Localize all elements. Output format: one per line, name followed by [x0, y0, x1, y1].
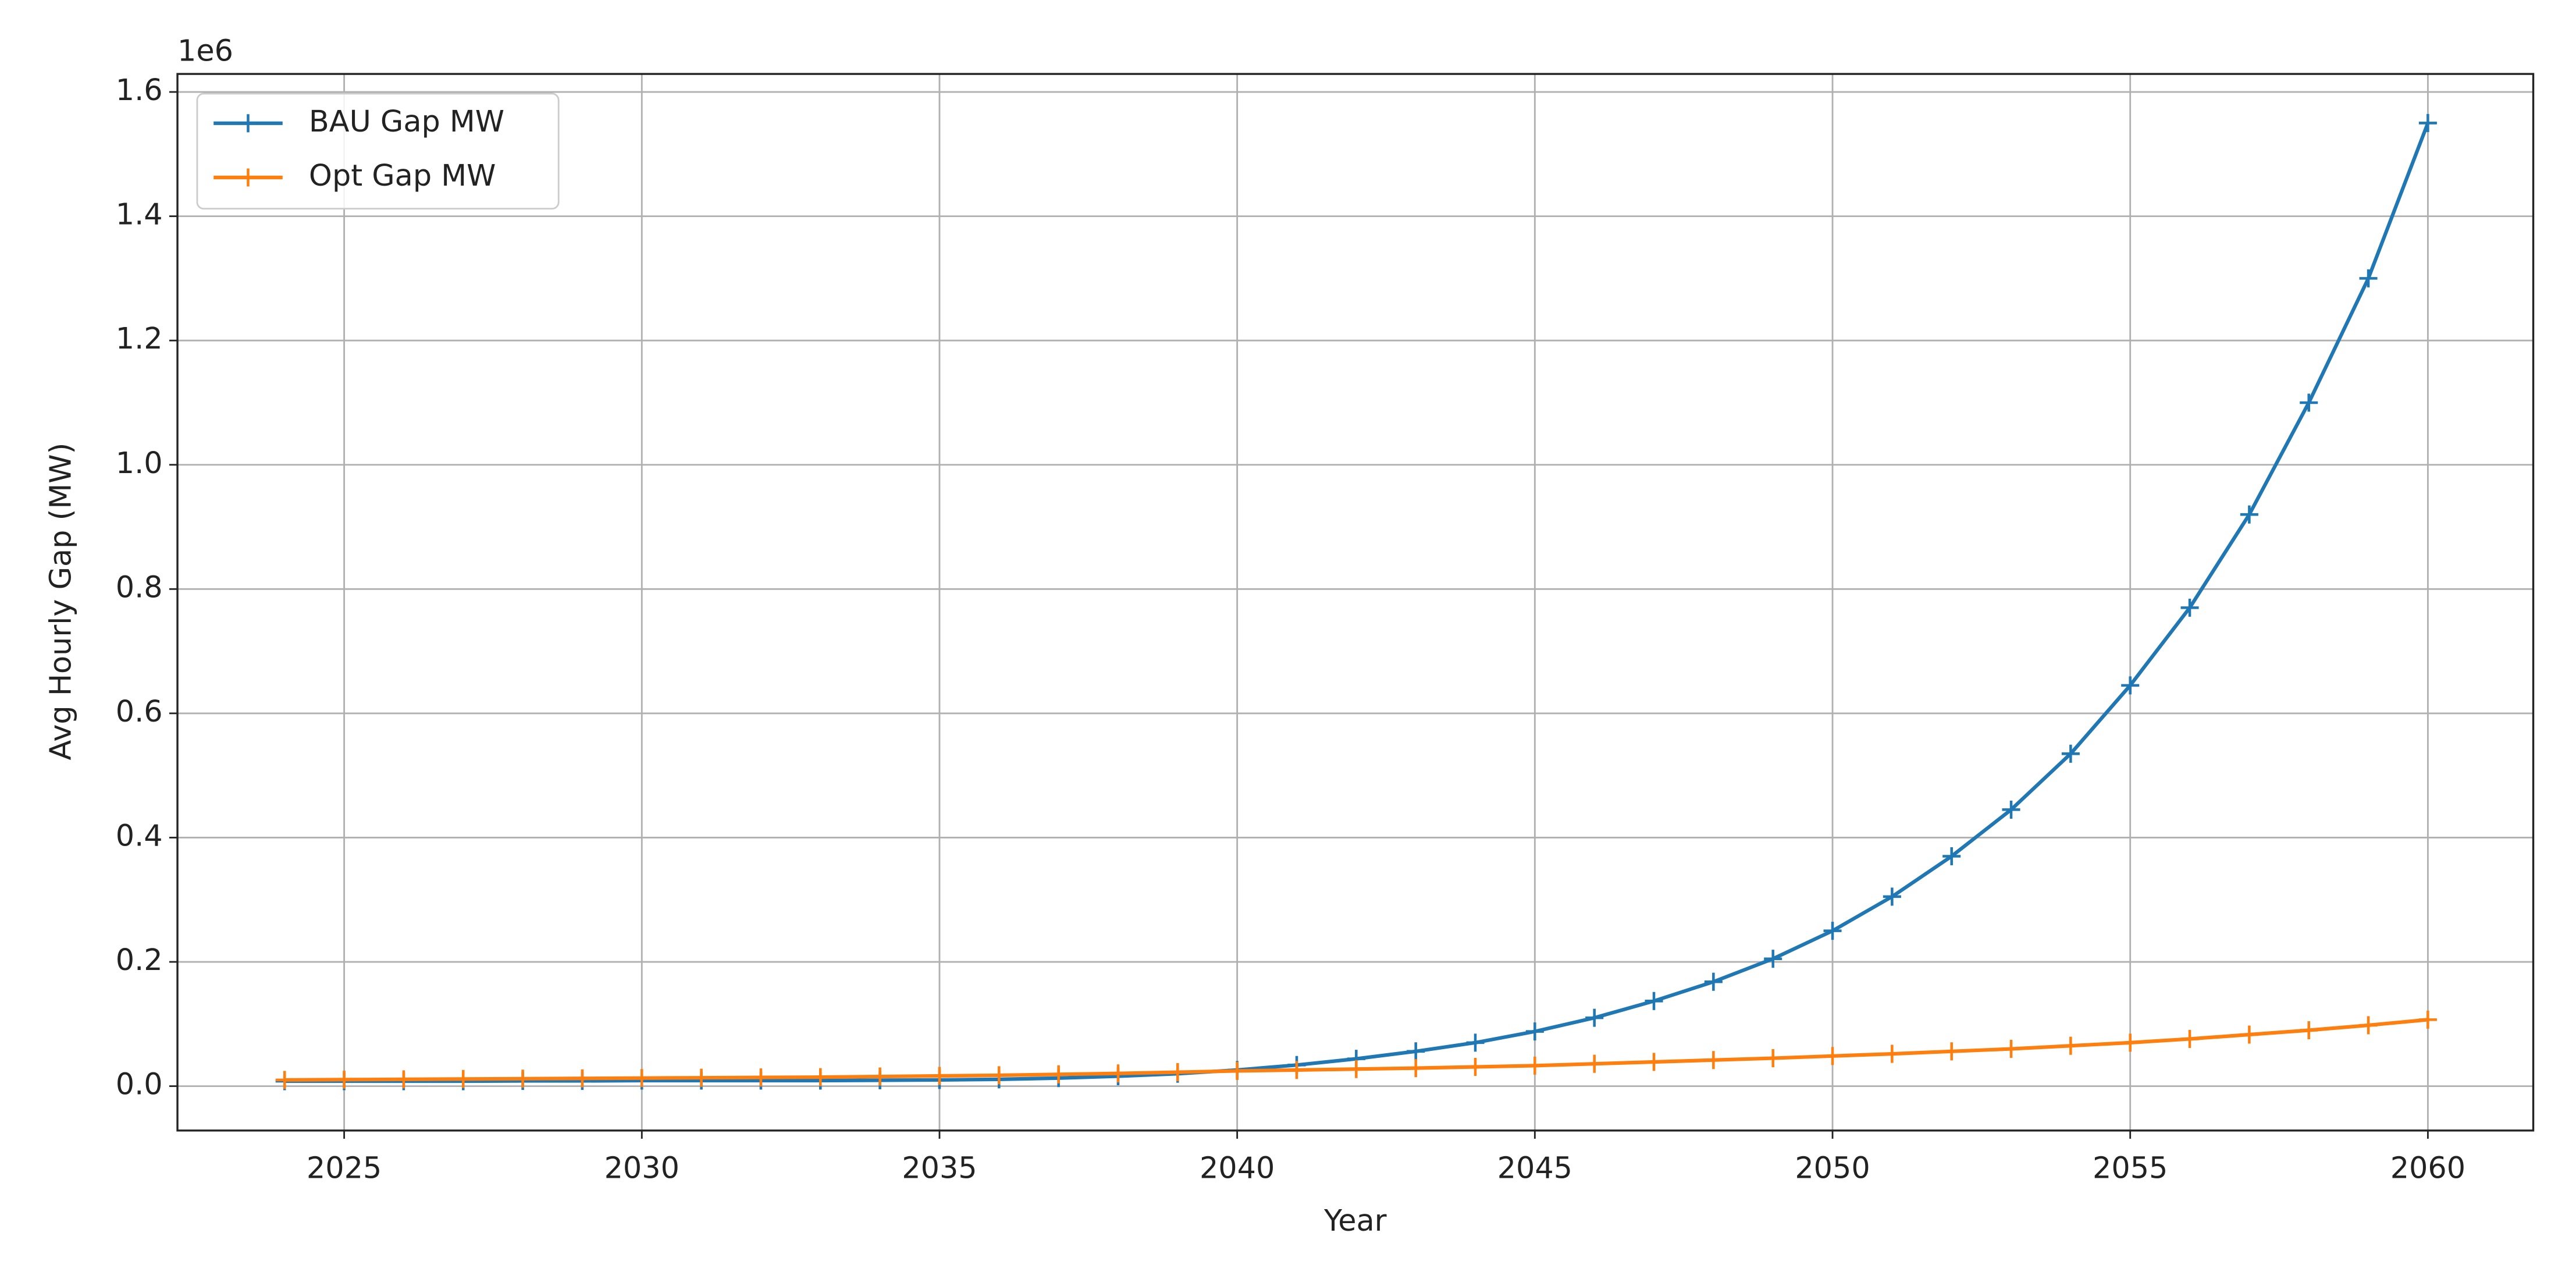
x-tick-label: 2030: [604, 1151, 679, 1185]
legend-box: [196, 93, 560, 210]
data-point: [1942, 1042, 1961, 1061]
legend-label: BAU Gap MW: [309, 104, 504, 138]
data-point: [2359, 1016, 2378, 1035]
data-point: [930, 1067, 949, 1085]
data-point: [1525, 1022, 1544, 1041]
data-point: [2418, 1010, 2437, 1029]
data-point: [1942, 847, 1961, 866]
data-point: [275, 1071, 294, 1089]
data-point: [1764, 950, 1782, 968]
data-point: [1287, 1061, 1306, 1079]
y-tick-label: 1.2: [116, 321, 163, 356]
data-point: [2240, 505, 2258, 524]
data-point: [1347, 1060, 1365, 1078]
y-offset-text: 1e6: [177, 33, 233, 67]
data-point: [2180, 1029, 2199, 1048]
data-point: [1109, 1064, 1127, 1083]
data-point: [1823, 922, 1842, 940]
data-point: [1704, 972, 1723, 991]
data-point: [2300, 1021, 2318, 1040]
data-point: [1823, 1047, 1842, 1065]
data-point: [573, 1069, 592, 1088]
data-point: [1407, 1042, 1425, 1061]
data-point: [692, 1068, 711, 1087]
data-point: [2061, 1036, 2080, 1055]
data-point: [454, 1070, 472, 1088]
data-point: [2240, 1025, 2258, 1044]
data-point: [1585, 1054, 1604, 1073]
data-point: [335, 1070, 354, 1089]
y-tick-label: 0.8: [116, 570, 163, 604]
y-axis-label: Avg Hourly Gap (MW): [43, 443, 77, 761]
y-tick-label: 0.0: [116, 1067, 163, 1102]
data-point: [394, 1070, 413, 1089]
data-point: [1883, 887, 1901, 906]
data-point: [1228, 1061, 1247, 1080]
x-tick-label: 2060: [2390, 1151, 2465, 1185]
data-point: [1466, 1033, 1485, 1052]
data-point: [1466, 1057, 1485, 1076]
data-point: [1407, 1059, 1425, 1078]
x-axis-label: Year: [1323, 1203, 1387, 1238]
data-point: [752, 1068, 770, 1087]
data-point: [990, 1066, 1008, 1085]
data-point: [2300, 393, 2318, 412]
x-tick-label: 2055: [2093, 1151, 2168, 1185]
x-tick-label: 2035: [902, 1151, 977, 1185]
data-point: [1645, 1053, 1663, 1071]
data-point: [871, 1067, 889, 1086]
data-point: [1168, 1063, 1187, 1082]
data-point: [632, 1069, 651, 1088]
x-tick-label: 2040: [1200, 1151, 1275, 1185]
data-point: [2418, 113, 2437, 132]
data-point: [2359, 269, 2378, 287]
x-tick-label: 2050: [1795, 1151, 1870, 1185]
data-point: [1585, 1008, 1604, 1027]
data-point: [514, 1070, 532, 1088]
y-tick-label: 1.0: [116, 446, 163, 480]
legend-marker: [239, 168, 257, 187]
data-point: [811, 1068, 830, 1086]
data-point: [1764, 1049, 1782, 1068]
x-tick-label: 2045: [1497, 1151, 1572, 1185]
data-point: [2002, 1040, 2020, 1058]
data-point: [2121, 1033, 2140, 1052]
data-point: [2121, 676, 2140, 695]
data-point: [1883, 1044, 1901, 1063]
legend-label: Opt Gap MW: [309, 158, 496, 193]
data-point: [2180, 598, 2199, 617]
data-point: [2061, 744, 2080, 763]
data-point: [1525, 1056, 1544, 1075]
y-tick-label: 0.6: [116, 694, 163, 729]
data-point: [1049, 1065, 1068, 1083]
series-line: [284, 122, 2430, 1083]
y-tick-label: 1.4: [116, 197, 163, 232]
data-point: [2002, 800, 2020, 819]
data-point: [1645, 992, 1663, 1010]
data-point: [1704, 1051, 1723, 1070]
y-tick-label: 0.2: [116, 943, 163, 977]
legend-marker: [239, 114, 257, 133]
plot-frame: [176, 73, 2535, 1132]
y-tick-label: 1.6: [116, 73, 163, 107]
x-tick-label: 2025: [307, 1151, 382, 1185]
y-tick-label: 0.4: [116, 818, 163, 852]
